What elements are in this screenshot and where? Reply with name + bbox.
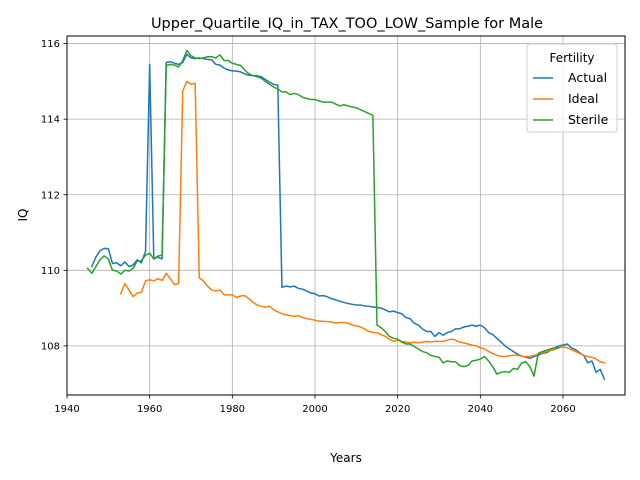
series-lines [86,49,606,381]
x-tick-label: 2060 [550,404,575,415]
legend-label-actual: Actual [568,70,607,85]
plot-frame [66,35,626,396]
y-tick-label: 112 [41,190,60,201]
legend-entries: Actual Ideal Sterile [533,70,609,127]
y-tick-label: 108 [41,341,60,352]
axes: 1940 1960 1980 2000 2020 2040 2060 108 110 112 114… [41,39,576,415]
x-tick-label: 2040 [468,404,493,415]
legend-label-ideal: Ideal [568,91,598,106]
chart-title: Upper_Quartile_IQ_in_TAX_TOO_LOW_Sample … [151,16,543,32]
y-tick-label: 114 [41,115,60,126]
x-tick-label: 2020 [385,404,410,415]
y-axis-label: IQ [16,209,30,222]
x-tick-label: 1960 [137,404,162,415]
legend-title: Fertility [549,51,594,65]
series-line-sterile [86,49,560,377]
series-line-ideal [119,80,606,364]
x-tick-label: 1940 [54,404,79,415]
legend-box [526,43,618,133]
y-tick-label: 110 [41,266,60,277]
x-axis-label: Years [329,451,362,465]
x-tick-label: 2000 [302,404,327,415]
y-tick-label: 116 [41,39,60,50]
legend: Fertility Actual Ideal Sterile [526,43,618,133]
x-tick-label: 1980 [220,404,245,415]
legend-label-sterile: Sterile [568,112,609,127]
